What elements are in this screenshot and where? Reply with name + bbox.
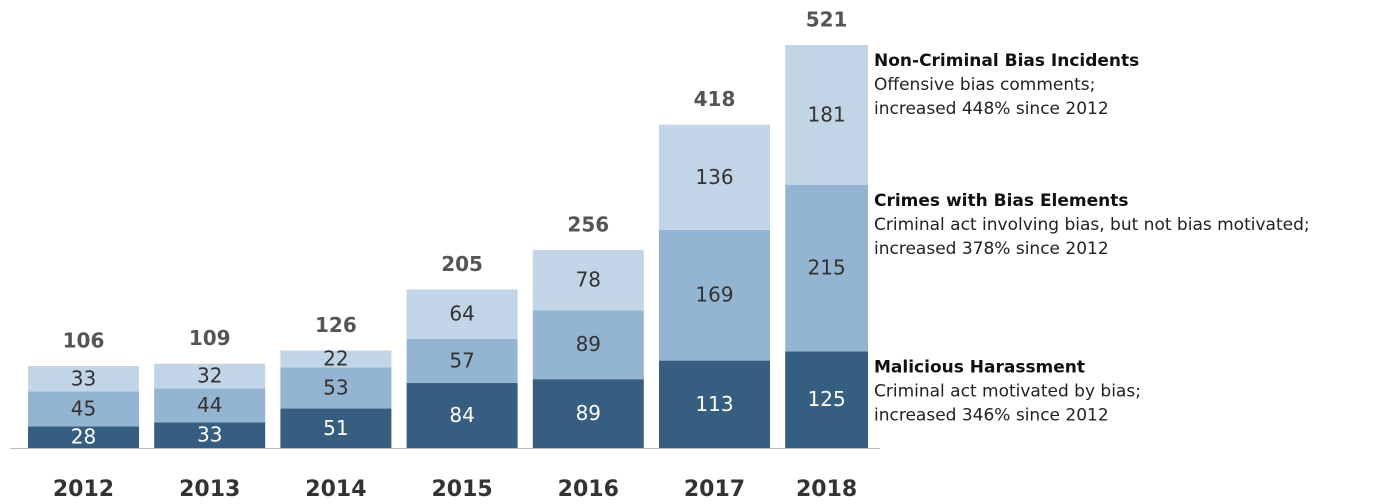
data-label: 64 (449, 302, 474, 326)
x-tick-label: 2013 (179, 477, 240, 502)
data-label: 53 (323, 376, 348, 400)
legend-description: Criminal act involving bias, but not bia… (874, 215, 1310, 235)
bar-segment (280, 408, 392, 448)
data-label: 169 (695, 283, 733, 307)
x-tick-label: 2015 (431, 477, 492, 502)
bar-segment (28, 426, 139, 448)
data-label: 44 (197, 393, 222, 417)
data-label: 28 (71, 425, 96, 449)
bar-segment (280, 367, 392, 409)
data-label: 78 (576, 268, 601, 292)
data-label: 33 (197, 423, 222, 447)
bar-segment (785, 45, 868, 186)
data-label: 32 (197, 364, 222, 388)
bar-segment (659, 229, 770, 361)
data-label: 51 (323, 416, 348, 440)
data-label: 125 (808, 387, 846, 411)
bar-segment (659, 124, 770, 230)
data-label: 136 (695, 165, 733, 189)
legend-title: Non-Criminal Bias Incidents (874, 51, 1139, 71)
total-label: 109 (189, 326, 231, 350)
bar-segment (280, 350, 392, 368)
total-label: 126 (315, 313, 357, 337)
total-label: 256 (567, 212, 609, 236)
bar-segment (28, 391, 139, 427)
x-tick-label: 2014 (305, 477, 366, 502)
data-label: 89 (576, 401, 601, 425)
data-label: 22 (323, 347, 348, 371)
data-label: 33 (71, 366, 96, 390)
bar-segment (785, 185, 868, 352)
total-label: 418 (694, 87, 736, 111)
bar-segment (532, 379, 644, 448)
bar-segment (532, 249, 644, 311)
bar-segment (406, 338, 518, 384)
data-label: 181 (808, 103, 846, 127)
legend-description: Criminal act motivated by bias; (874, 381, 1141, 401)
data-label: 89 (576, 332, 601, 356)
legend-title: Malicious Harassment (874, 357, 1085, 377)
legend-description: Offensive bias comments; (874, 75, 1095, 95)
bar-segment (532, 310, 644, 380)
legend-description: increased 448% since 2012 (874, 99, 1109, 119)
bar-segment (659, 360, 770, 448)
legend-description: increased 346% since 2012 (874, 405, 1109, 425)
data-label: 45 (71, 396, 96, 420)
bar-segment (406, 289, 518, 339)
x-tick-label: 2018 (796, 477, 857, 502)
data-label: 113 (695, 392, 733, 416)
bar-segment (28, 366, 139, 392)
legend-description: increased 378% since 2012 (874, 239, 1109, 259)
data-label: 215 (808, 256, 846, 280)
total-label: 205 (441, 252, 483, 276)
total-label: 106 (63, 329, 105, 353)
x-tick-label: 2017 (684, 477, 745, 502)
bar-segment (154, 422, 266, 448)
bar-segment (785, 351, 868, 448)
data-label: 57 (449, 348, 474, 372)
x-tick-label: 2016 (558, 477, 619, 502)
total-label: 521 (806, 8, 848, 32)
bar-segment (154, 363, 266, 389)
bar-segment (406, 383, 518, 448)
x-tick-label: 2012 (53, 477, 114, 502)
legend-title: Crimes with Bias Elements (874, 191, 1129, 211)
data-label: 84 (449, 403, 474, 427)
bar-segment (154, 388, 266, 423)
